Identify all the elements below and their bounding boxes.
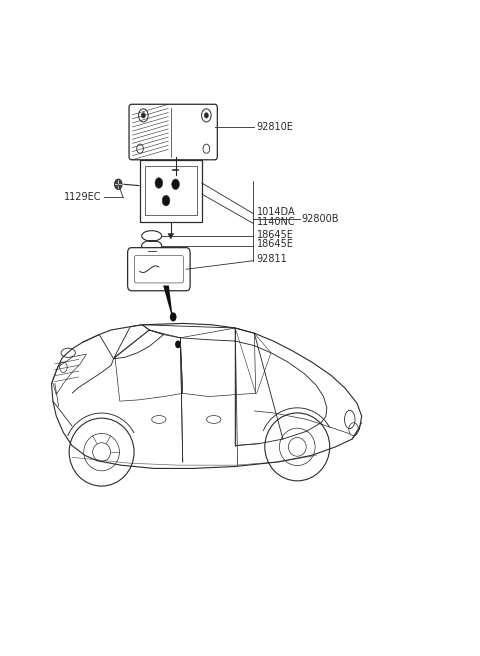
Circle shape <box>172 179 180 190</box>
Circle shape <box>204 113 208 118</box>
Text: 1014DA: 1014DA <box>257 207 295 216</box>
FancyBboxPatch shape <box>129 104 217 160</box>
Circle shape <box>170 312 177 321</box>
Text: 92811: 92811 <box>257 255 288 264</box>
Text: 92800B: 92800B <box>301 214 338 224</box>
Circle shape <box>155 178 163 188</box>
Circle shape <box>115 179 122 190</box>
Circle shape <box>162 195 170 206</box>
Circle shape <box>175 340 181 348</box>
Text: 1140NC: 1140NC <box>257 216 295 226</box>
Polygon shape <box>163 285 173 321</box>
Polygon shape <box>168 234 174 239</box>
FancyBboxPatch shape <box>128 248 190 291</box>
Text: 18645E: 18645E <box>257 230 294 239</box>
Text: 92810E: 92810E <box>257 122 294 132</box>
Circle shape <box>142 113 145 118</box>
Text: 18645E: 18645E <box>257 239 294 249</box>
Text: 1129EC: 1129EC <box>64 192 102 202</box>
